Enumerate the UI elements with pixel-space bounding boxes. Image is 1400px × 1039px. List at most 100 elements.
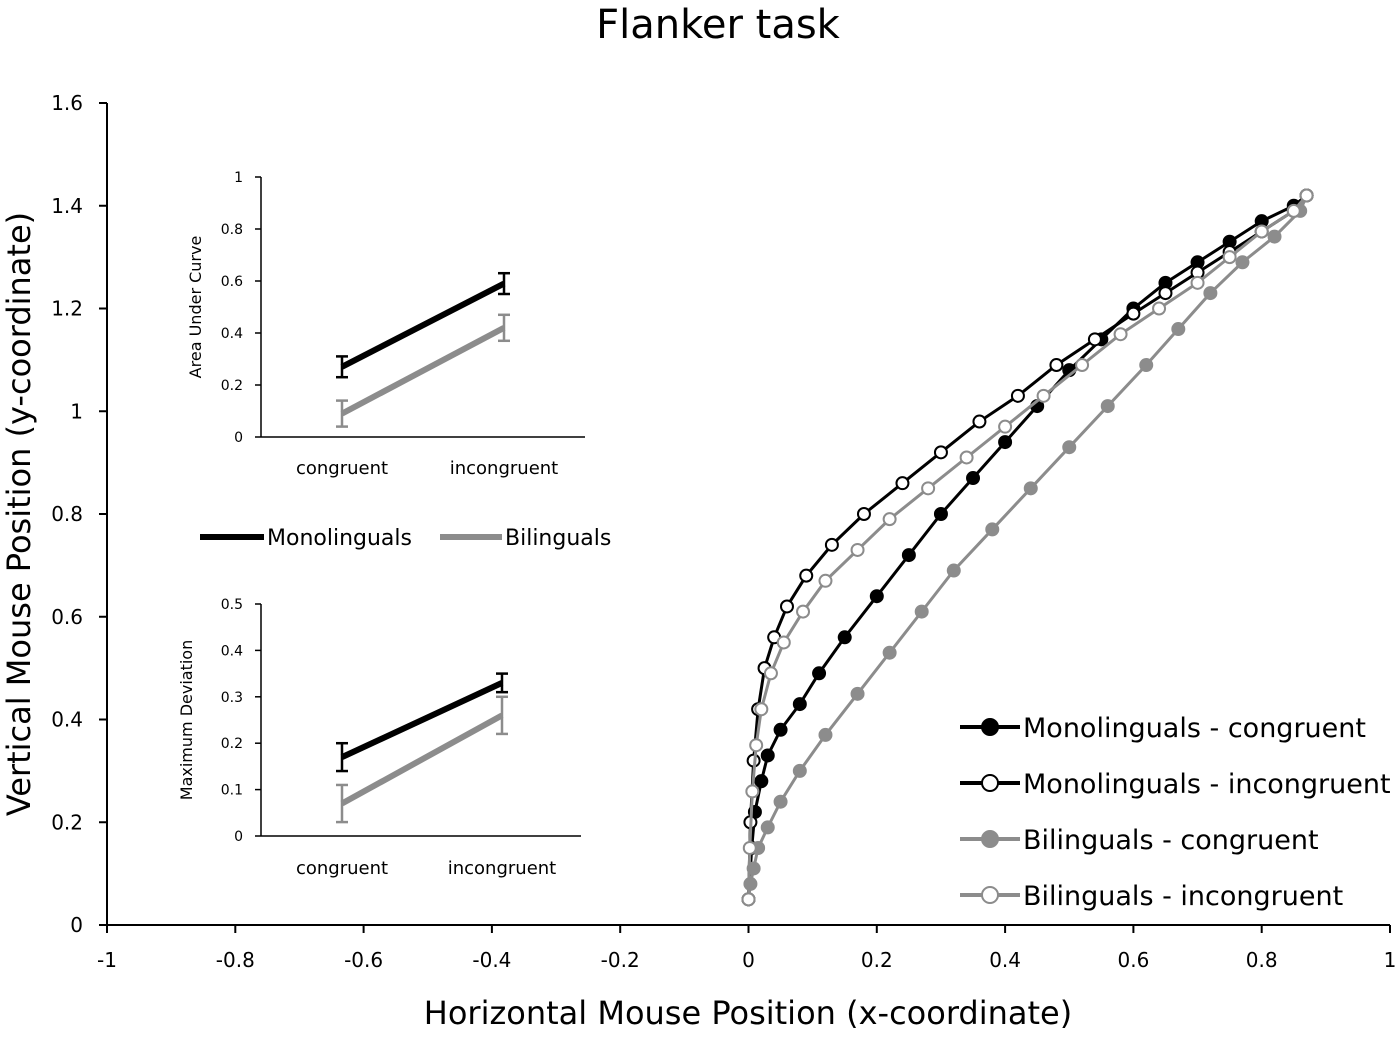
y-tick-label: 1 — [70, 399, 83, 423]
series-point — [760, 748, 775, 763]
inset1-category-label: incongruent — [450, 458, 559, 479]
series-point — [754, 702, 769, 717]
inset1-y-tick-label: 0.2 — [221, 378, 243, 394]
legend-label: Bilinguals - incongruent — [1023, 881, 1343, 912]
series-point — [1100, 399, 1115, 414]
series-point — [1152, 301, 1167, 316]
chart-title: Flanker task — [596, 2, 841, 48]
series-point — [776, 635, 791, 650]
series-point — [882, 512, 897, 527]
series-point — [998, 419, 1013, 434]
series-point — [933, 445, 948, 460]
series-point — [779, 599, 794, 614]
series-point — [914, 604, 929, 619]
inset2-y-tick-label: 0 — [234, 829, 243, 845]
x-tick-label: 1 — [1384, 948, 1397, 972]
x-tick-label: 0.8 — [1246, 948, 1278, 972]
series-point — [824, 537, 839, 552]
series-point — [1203, 286, 1218, 301]
x-tick-label: 0 — [742, 948, 755, 972]
series-point — [882, 645, 897, 660]
series-point — [901, 548, 916, 563]
series-point — [998, 435, 1013, 450]
series-point — [1113, 327, 1128, 342]
legend-marker — [981, 830, 999, 848]
series-point — [1267, 229, 1282, 244]
y-tick-label: 1.4 — [51, 194, 83, 218]
series-point — [837, 630, 852, 645]
legend-label: Bilinguals - congruent — [1023, 825, 1319, 856]
series-point — [959, 450, 974, 465]
y-tick-label: 0 — [70, 913, 83, 937]
series-point — [812, 666, 827, 681]
series-point — [1254, 224, 1269, 239]
y-tick-label: 0.6 — [51, 605, 83, 629]
legend-label: Monolinguals - congruent — [1023, 713, 1366, 744]
inset2-y-axis-title: Maximum Deviation — [177, 640, 196, 800]
series-point — [763, 666, 778, 681]
inset1-category-labels: congruent incongruent — [296, 458, 558, 479]
inset1-y-ticks: 0 0.2 0.4 0.6 0.8 1 — [221, 170, 261, 446]
series-point — [1190, 275, 1205, 290]
x-tick-label: -0.4 — [472, 948, 511, 972]
y-tick-label: 1.2 — [51, 297, 83, 321]
inset1-y-tick-label: 0.6 — [221, 274, 243, 290]
series-point — [1235, 255, 1250, 270]
series-point — [818, 573, 833, 588]
series-point — [760, 820, 775, 835]
series-point — [1023, 481, 1038, 496]
trajectory-series — [741, 188, 1314, 907]
inset1-series — [336, 271, 510, 428]
x-tick-label: -0.2 — [601, 948, 640, 972]
series-point — [946, 563, 961, 578]
x-tick-label: -1 — [97, 948, 117, 972]
x-tick-label: 0.6 — [1117, 948, 1149, 972]
inset1-y-axis-title: Area Under Curve — [186, 236, 205, 379]
series-point — [850, 542, 865, 557]
series-point — [1049, 358, 1064, 373]
inset-legend-label: Bilinguals — [505, 526, 611, 551]
inset1-category-label: congruent — [296, 458, 388, 479]
series-point — [745, 784, 760, 799]
inset1-series-line — [340, 325, 506, 417]
inset2-category-labels: congruent incongruent — [296, 858, 556, 879]
series-point — [850, 686, 865, 701]
series-point — [773, 794, 788, 809]
inset-maximum-deviation: Maximum Deviation 0 0.1 0.2 0.3 0.4 0.5 congr… — [177, 597, 581, 879]
series-point — [1010, 388, 1025, 403]
x-axis-title: Horizontal Mouse Position (x-coordinate) — [424, 994, 1072, 1032]
series-point — [1286, 203, 1301, 218]
series-point — [796, 604, 811, 619]
inset1-y-tick-label: 0 — [234, 430, 243, 446]
inset2-series — [336, 672, 508, 824]
inset2-y-tick-label: 0.3 — [221, 690, 243, 706]
inset2-category-label: incongruent — [448, 858, 557, 879]
series-point — [1087, 332, 1102, 347]
x-axis-ticks: -1 -0.8 -0.6 -0.4 -0.2 0 0.2 0.4 0.6 0.8 1 — [97, 925, 1396, 972]
y-tick-label: 0.2 — [51, 810, 83, 834]
y-tick-label: 0.8 — [51, 502, 83, 526]
series-point — [933, 507, 948, 521]
inset2-y-ticks: 0 0.1 0.2 0.3 0.4 0.5 — [221, 597, 261, 845]
series-point — [1222, 250, 1237, 265]
y-axis-title: Vertical Mouse Position (y-coordinate) — [0, 212, 38, 816]
inset1-y-tick-label: 0.8 — [221, 222, 243, 238]
series-point — [1036, 388, 1051, 403]
inset-legend-label: Monolinguals — [267, 526, 412, 551]
x-tick-label: -0.6 — [344, 948, 383, 972]
inset2-y-tick-label: 0.1 — [221, 783, 243, 799]
series-point — [742, 840, 757, 855]
series-point — [972, 414, 987, 429]
series-point — [749, 738, 764, 753]
series-point — [985, 522, 1000, 537]
x-tick-label: 0.2 — [861, 948, 893, 972]
inset1-y-tick-label: 0.4 — [221, 326, 243, 342]
series-point — [1299, 188, 1314, 203]
series-point — [1139, 358, 1154, 373]
series-point — [856, 507, 871, 521]
series-point — [754, 774, 769, 789]
series-point — [741, 892, 756, 907]
series-point — [869, 589, 884, 604]
legend-marker — [981, 718, 999, 736]
